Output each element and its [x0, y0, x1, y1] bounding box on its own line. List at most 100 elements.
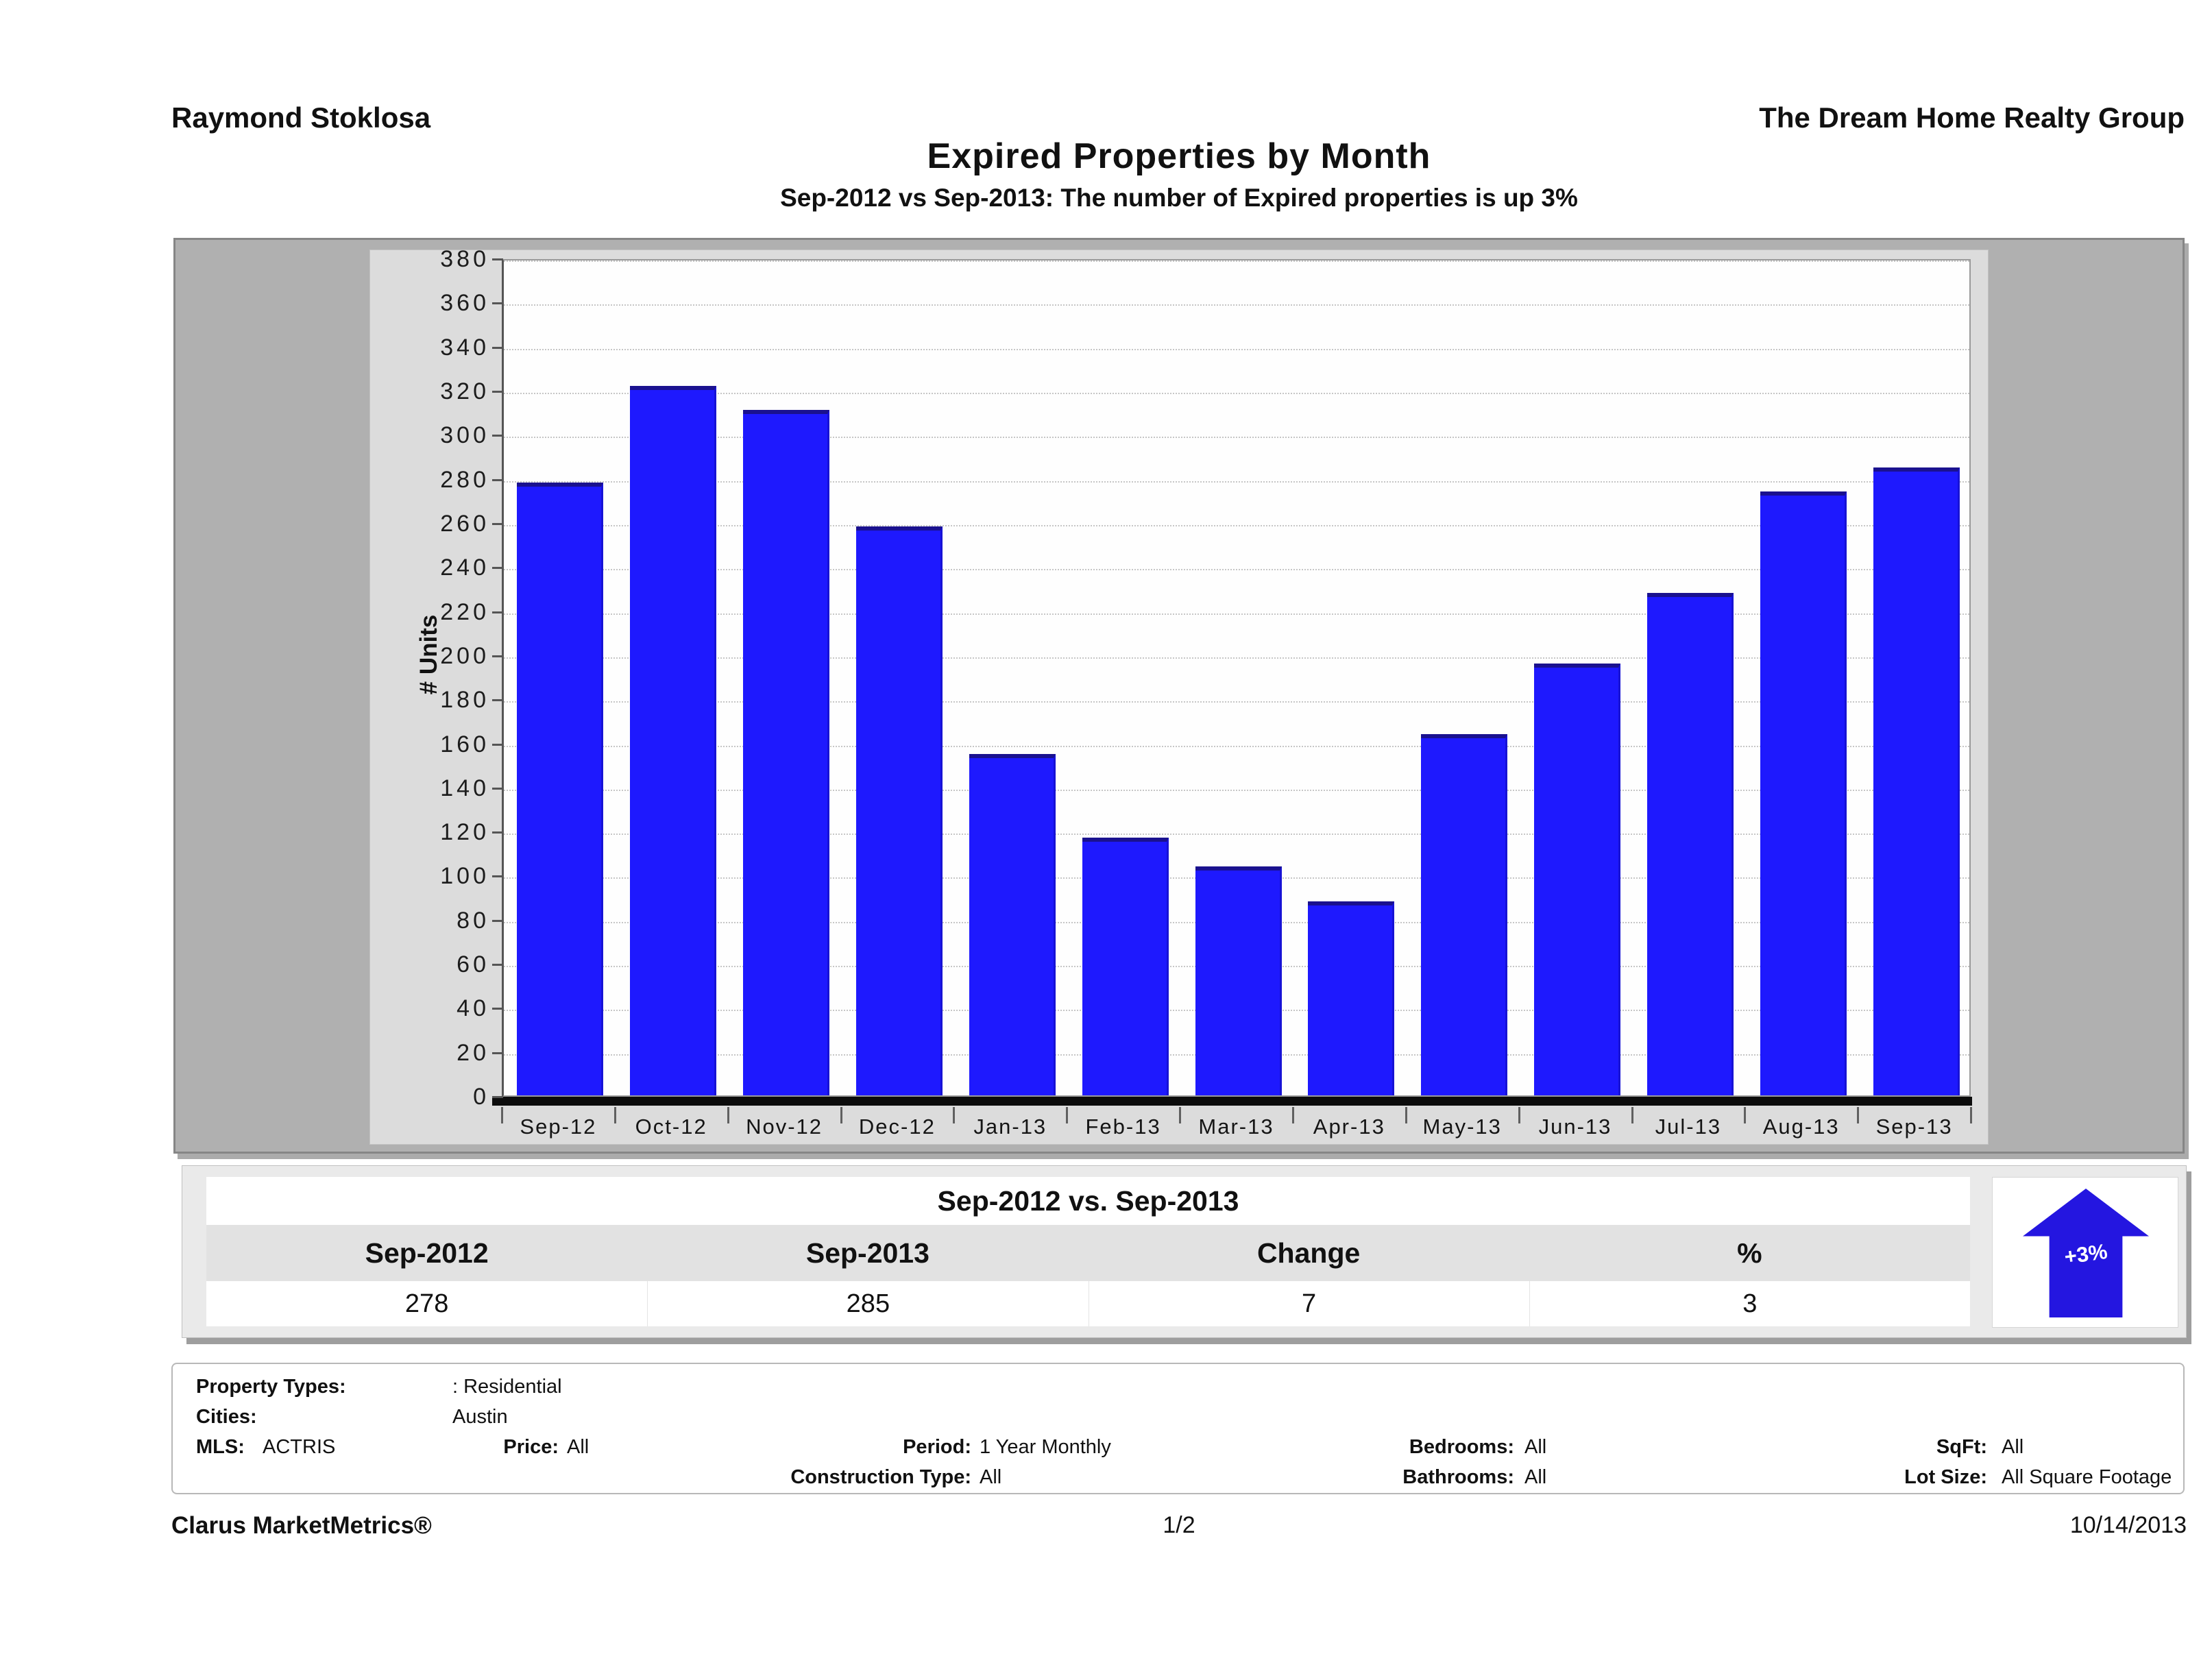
page-subtitle: Sep-2012 vs Sep-2013: The number of Expi…: [780, 184, 1578, 212]
construction-type-value: All: [980, 1466, 1002, 1488]
bedrooms-label: Bedrooms:: [1409, 1436, 1514, 1458]
ytick-label-60: 60: [457, 951, 489, 978]
ytick-mark-80: [492, 919, 503, 922]
ytick-mark-200: [492, 655, 503, 657]
cities-value: Austin: [452, 1406, 508, 1428]
report-date: 10/14/2013: [2069, 1512, 2187, 1538]
ytick-label-320: 320: [440, 378, 489, 404]
gridline-300: [504, 437, 1969, 439]
gridline-160: [504, 745, 1969, 747]
bar-sep-12: [517, 483, 604, 1095]
price-label: Price:: [503, 1436, 559, 1458]
period-value: 1 Year Monthly: [980, 1436, 1111, 1458]
x-separator: [727, 1107, 729, 1123]
month-label-may-13: May-13: [1422, 1115, 1502, 1139]
construction-type-label: Construction Type:: [790, 1466, 971, 1488]
gridline-200: [504, 657, 1969, 659]
bar-dec-12: [856, 526, 943, 1095]
ytick-mark-320: [492, 390, 503, 393]
ytick-label-180: 180: [440, 687, 489, 714]
gridline-360: [504, 304, 1969, 306]
gridline-260: [504, 524, 1969, 526]
ytick-label-380: 380: [440, 246, 489, 272]
ytick-label-340: 340: [440, 334, 489, 361]
ytick-mark-220: [492, 611, 503, 613]
ytick-mark-0: [492, 1096, 503, 1098]
gridline-320: [504, 392, 1969, 394]
ytick-label-120: 120: [440, 819, 489, 846]
month-label-apr-13: Apr-13: [1313, 1115, 1385, 1139]
property-types-value: : Residential: [452, 1376, 562, 1398]
summary-panel: Sep-2012 vs. Sep-2013 Sep-2012 Sep-2013 Ch…: [182, 1165, 2187, 1338]
bar-jan-13: [969, 753, 1056, 1095]
ytick-mark-180: [492, 699, 503, 702]
month-label-dec-12: Dec-12: [858, 1115, 936, 1139]
trend-badge: +3%: [1992, 1177, 2178, 1328]
bar-jul-13: [1646, 592, 1734, 1095]
month-label-aug-13: Aug-13: [1762, 1115, 1840, 1139]
x-separator: [1518, 1107, 1520, 1123]
bedrooms-value: All: [1524, 1436, 1547, 1458]
gridline-240: [504, 569, 1969, 571]
ytick-mark-40: [492, 1008, 503, 1010]
x-separator: [1066, 1107, 1069, 1123]
mls-label: MLS:: [196, 1436, 245, 1458]
summary-value: 285: [647, 1281, 1088, 1326]
x-separator: [1291, 1107, 1294, 1123]
ytick-label-360: 360: [440, 290, 489, 317]
ytick-mark-360: [492, 302, 503, 305]
ytick-mark-380: [492, 258, 503, 260]
summary-title: Sep-2012 vs. Sep-2013: [206, 1177, 1970, 1225]
month-label-jun-13: Jun-13: [1538, 1115, 1612, 1139]
month-label-jul-13: Jul-13: [1655, 1115, 1722, 1139]
title-block: Expired Properties by Month Sep-2012 vs …: [173, 136, 2185, 212]
x-separator: [613, 1107, 616, 1123]
month-label-jan-13: Jan-13: [973, 1115, 1047, 1139]
chart-frame: # Units 0 20 40 60 80 100 120 140 160 180 200 220 24…: [173, 238, 2185, 1154]
month-label-sep-13: Sep-13: [1875, 1115, 1953, 1139]
bathrooms-value: All: [1524, 1466, 1547, 1488]
mls-value: ACTRIS: [263, 1436, 336, 1458]
ytick-label-0: 0: [473, 1084, 489, 1110]
ytick-mark-260: [492, 522, 503, 525]
x-separator: [953, 1107, 956, 1123]
summary-value: 7: [1088, 1281, 1529, 1326]
lot-size-value: All Square Footage: [2002, 1466, 2172, 1488]
plot-area: [502, 259, 1971, 1097]
summary-col-header: %: [1737, 1237, 1762, 1269]
ytick-mark-100: [492, 875, 503, 878]
month-label-mar-13: Mar-13: [1198, 1115, 1274, 1139]
chart-panel: # Units 0 20 40 60 80 100 120 140 160 180 200 220 24…: [369, 246, 1989, 1145]
bar-aug-13: [1760, 491, 1847, 1095]
gridline-140: [504, 789, 1969, 791]
price-value: All: [567, 1436, 590, 1458]
bathrooms-label: Bathrooms:: [1402, 1466, 1514, 1488]
ytick-label-260: 260: [440, 510, 489, 537]
bar-sep-13: [1873, 467, 1960, 1095]
period-label: Period:: [903, 1436, 971, 1458]
ytick-label-240: 240: [440, 555, 489, 581]
x-axis-line: [492, 1097, 1972, 1106]
month-label-oct-12: Oct-12: [635, 1115, 707, 1139]
ytick-mark-20: [492, 1051, 503, 1054]
trend-badge-label: +3%: [2063, 1239, 2109, 1269]
summary-col-header: Sep-2013: [805, 1237, 929, 1269]
bar-jun-13: [1534, 663, 1620, 1095]
ytick-label-140: 140: [440, 775, 489, 801]
gridline-180: [504, 701, 1969, 703]
gridline-120: [504, 834, 1969, 836]
ytick-label-20: 20: [457, 1039, 489, 1066]
summary-value: 278: [404, 1289, 449, 1318]
agent-name: Raymond Stoklosa: [171, 101, 431, 134]
page-title: Expired Properties by Month: [927, 136, 1431, 176]
sqft-value: All: [2002, 1436, 2024, 1458]
ytick-mark-60: [492, 964, 503, 966]
bar-mar-13: [1195, 866, 1282, 1095]
ytick-label-280: 280: [440, 466, 489, 493]
x-separator: [1405, 1107, 1407, 1123]
ytick-label-160: 160: [440, 731, 489, 757]
ytick-label-300: 300: [440, 422, 489, 449]
ytick-mark-280: [492, 478, 503, 481]
sqft-label: SqFt:: [1936, 1436, 1987, 1458]
summary-col-header: Change: [1256, 1237, 1361, 1269]
